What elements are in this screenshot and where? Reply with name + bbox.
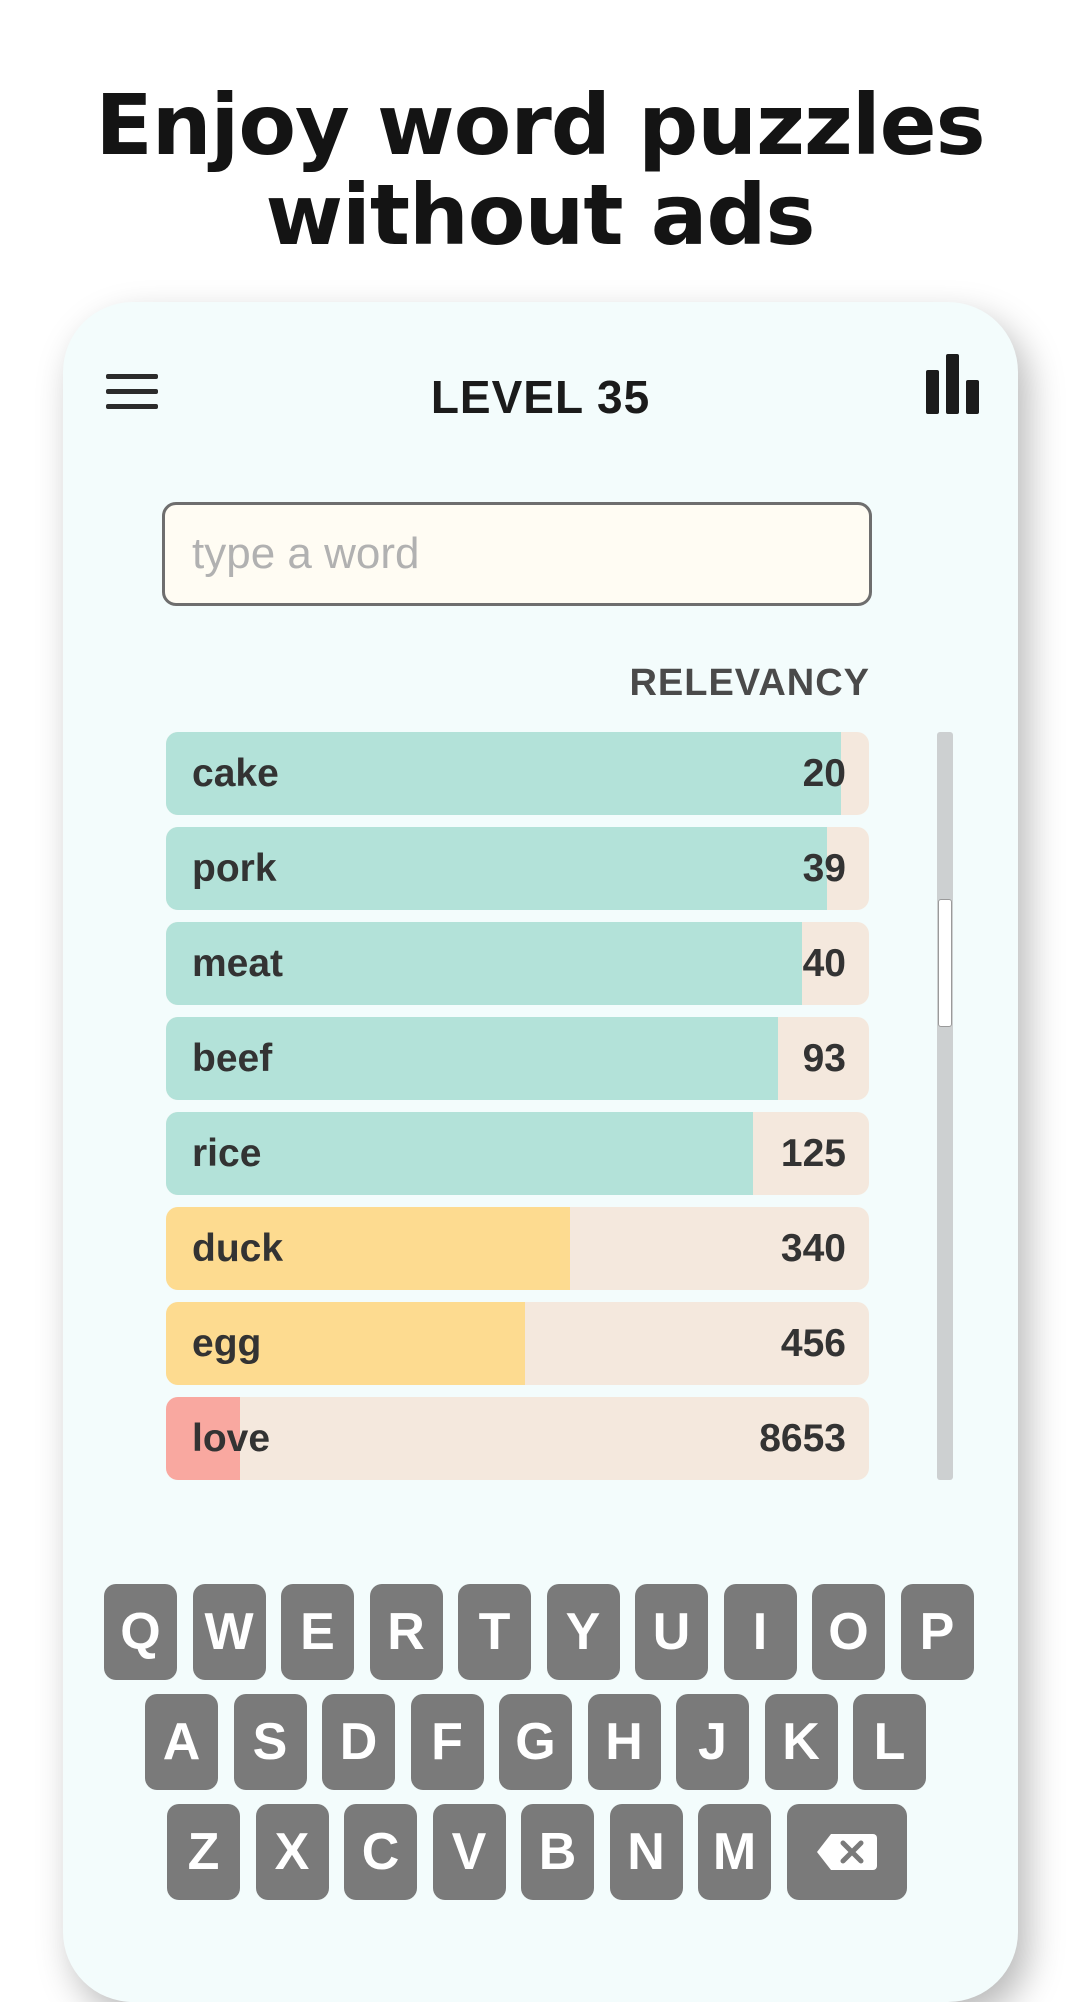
key-s[interactable]: S bbox=[233, 1694, 307, 1790]
key-f[interactable]: F bbox=[410, 1694, 484, 1790]
relevancy-bar bbox=[166, 1207, 571, 1290]
guess-row[interactable]: egg 456 bbox=[166, 1302, 869, 1385]
headline: Enjoy word puzzles without ads bbox=[0, 80, 1080, 260]
guess-word: cake bbox=[192, 752, 279, 795]
guess-word: duck bbox=[192, 1227, 284, 1270]
key-n[interactable]: N bbox=[609, 1804, 683, 1900]
guess-word: pork bbox=[192, 847, 277, 890]
key-m[interactable]: M bbox=[698, 1804, 771, 1900]
guess-row[interactable]: pork 39 bbox=[166, 827, 869, 910]
guess-word: egg bbox=[192, 1322, 262, 1365]
guess-row[interactable]: meat 40 bbox=[166, 922, 869, 1005]
relevancy-bar bbox=[166, 827, 827, 910]
key-v[interactable]: V bbox=[432, 1804, 506, 1900]
guess-score: 39 bbox=[802, 847, 846, 890]
key-z[interactable]: Z bbox=[167, 1804, 240, 1900]
relevancy-bar bbox=[166, 922, 803, 1005]
guess-word: love bbox=[192, 1417, 271, 1460]
word-input[interactable] bbox=[162, 502, 872, 606]
guess-row[interactable]: duck 340 bbox=[166, 1207, 869, 1290]
key-i[interactable]: I bbox=[723, 1584, 797, 1680]
key-k[interactable]: K bbox=[764, 1694, 838, 1790]
key-b[interactable]: B bbox=[521, 1804, 594, 1900]
headline-line-1: Enjoy word puzzles bbox=[95, 76, 985, 174]
backspace-key[interactable] bbox=[786, 1804, 907, 1900]
key-a[interactable]: A bbox=[145, 1694, 218, 1790]
key-e[interactable]: E bbox=[281, 1584, 354, 1680]
guess-list: cake 20 pork 39 meat 40 beef 93 rice 125 duck 340 eg… bbox=[166, 732, 869, 1492]
guess-word: meat bbox=[192, 942, 284, 985]
relevancy-bar bbox=[166, 1017, 778, 1100]
key-c[interactable]: C bbox=[344, 1804, 417, 1900]
key-t[interactable]: T bbox=[458, 1584, 531, 1680]
backspace-icon bbox=[816, 1834, 877, 1870]
guess-score: 340 bbox=[780, 1227, 846, 1270]
relevancy-bar bbox=[166, 1112, 753, 1195]
key-x[interactable]: X bbox=[255, 1804, 329, 1900]
key-d[interactable]: D bbox=[322, 1694, 395, 1790]
guess-word: beef bbox=[192, 1037, 273, 1080]
guess-row[interactable]: love 8653 bbox=[166, 1397, 869, 1480]
guess-score: 125 bbox=[780, 1132, 846, 1175]
relevancy-bar bbox=[166, 1397, 240, 1480]
key-g[interactable]: G bbox=[499, 1694, 572, 1790]
level-title: LEVEL 35 bbox=[430, 371, 651, 423]
headline-line-2: without ads bbox=[265, 166, 815, 264]
guess-word: rice bbox=[192, 1132, 262, 1175]
key-o[interactable]: O bbox=[812, 1584, 885, 1680]
key-j[interactable]: J bbox=[676, 1694, 749, 1790]
key-q[interactable]: Q bbox=[104, 1584, 177, 1680]
key-y[interactable]: Y bbox=[546, 1584, 620, 1680]
bar-chart-icon[interactable] bbox=[926, 354, 980, 414]
key-w[interactable]: W bbox=[192, 1584, 266, 1680]
relevancy-bar bbox=[166, 1302, 525, 1385]
guess-score: 93 bbox=[802, 1037, 846, 1080]
guess-score: 456 bbox=[780, 1322, 846, 1365]
guess-row[interactable]: beef 93 bbox=[166, 1017, 869, 1100]
relevancy-label: RELEVANCY bbox=[629, 662, 870, 704]
scrollbar-thumb[interactable] bbox=[938, 899, 952, 1028]
key-h[interactable]: H bbox=[587, 1694, 661, 1790]
guess-row[interactable]: rice 125 bbox=[166, 1112, 869, 1195]
key-r[interactable]: R bbox=[369, 1584, 443, 1680]
hamburger-icon[interactable] bbox=[106, 370, 158, 412]
guess-score: 8653 bbox=[759, 1417, 846, 1460]
guess-row[interactable]: cake 20 bbox=[166, 732, 869, 815]
game-screen: LEVEL 35 RELEVANCY cake 20 pork 39 meat 40 bee… bbox=[63, 302, 1018, 2002]
guess-score: 20 bbox=[802, 752, 846, 795]
relevancy-bar bbox=[166, 732, 841, 815]
scrollbar-track[interactable] bbox=[937, 732, 953, 1480]
guess-score: 40 bbox=[802, 942, 846, 985]
key-l[interactable]: L bbox=[853, 1694, 926, 1790]
key-u[interactable]: U bbox=[635, 1584, 708, 1680]
key-p[interactable]: P bbox=[900, 1584, 974, 1680]
